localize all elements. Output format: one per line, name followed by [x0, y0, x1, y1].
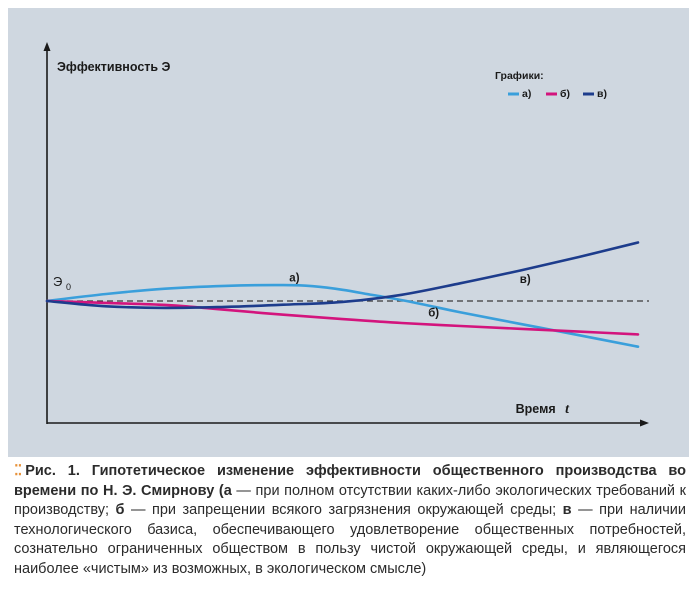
baseline-label-symbol: Э [53, 274, 62, 289]
caption-text-b: — при запрещении всякого загрязнения окр… [124, 502, 563, 518]
x-axis-label-text: Время [516, 402, 556, 416]
x-axis-arrow [640, 419, 649, 427]
caption-key-b: б [115, 502, 125, 518]
series-label-layer: а) б) в) [289, 273, 531, 320]
baseline-label: Э 0 [53, 274, 71, 292]
caption-key-v: в [562, 502, 572, 518]
series-line-b [45, 299, 640, 336]
legend-label-v: в) [597, 88, 607, 100]
series-label-a: а) [289, 273, 299, 285]
baseline-label-subscript: 0 [66, 282, 71, 292]
series-label-b: б) [428, 308, 439, 320]
legend-label-a: а) [522, 88, 531, 100]
x-axis-label-var: t [565, 402, 570, 417]
chart-figure: Эффективность Э Время t Э 0 Графики: а) … [8, 8, 689, 457]
series-line-v [45, 241, 640, 310]
chart-svg: Эффективность Э Время t Э 0 Графики: а) … [8, 8, 689, 457]
series-label-v: в) [520, 274, 531, 286]
chart-background [8, 8, 689, 457]
caption-title: Рис. 1. Гипотетическое изменение эффекти… [14, 463, 686, 499]
legend-label-b: б) [560, 88, 570, 100]
caption-text-a: — при полном отсутствии каких-либо эколо… [14, 482, 686, 519]
figure-caption: ⁚⁚ Рис. 1. Гипотетическое изменение эффек… [14, 462, 686, 579]
y-axis-arrow [43, 42, 51, 51]
y-axis-label: Эффективность Э [57, 60, 171, 74]
legend-title: Графики: [495, 70, 544, 82]
caption-open: ( [214, 482, 224, 499]
caption-text-v: — при наличии технологического базиса, о… [14, 502, 686, 577]
caption-key-a: а [223, 482, 232, 499]
legend: Графики: а) б) в) [495, 70, 607, 100]
series-line-a [45, 283, 640, 348]
caption-bullet-icon: ⁚⁚ [14, 463, 22, 479]
series-layer [45, 241, 640, 348]
x-axis-label: Время t [516, 402, 570, 417]
